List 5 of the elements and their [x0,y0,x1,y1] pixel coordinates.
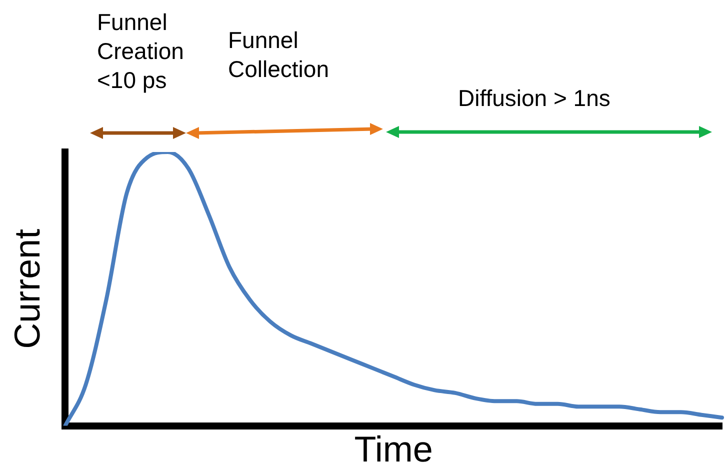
text: Diffusion > 1ns [458,84,612,113]
y-axis-title: Current [6,228,48,349]
text: Funnel Collection [228,26,330,84]
x-axis-title: Time [354,428,433,470]
text: Funnel Creation <10 ps [97,8,185,95]
